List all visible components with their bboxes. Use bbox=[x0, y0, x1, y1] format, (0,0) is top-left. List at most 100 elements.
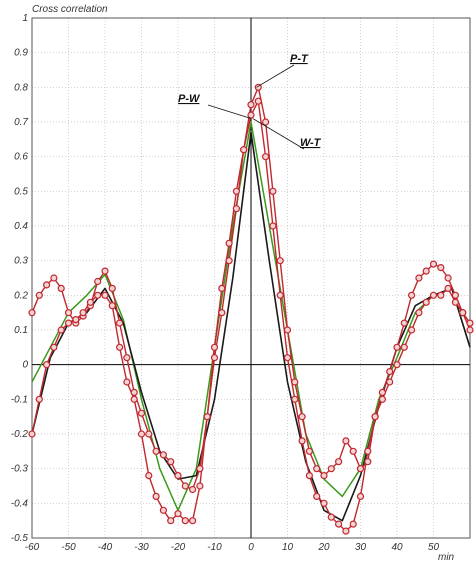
p-t-point bbox=[415, 309, 423, 317]
p-t-point bbox=[342, 437, 350, 445]
x-tick-label: -30 bbox=[134, 542, 149, 553]
y-axis-label: Cross correlation bbox=[32, 4, 108, 15]
p-t-point bbox=[94, 291, 102, 299]
series-group bbox=[28, 83, 474, 535]
y-tick-label: 0.6 bbox=[14, 152, 28, 163]
p-t-point bbox=[422, 267, 430, 275]
p-t-point bbox=[28, 430, 36, 438]
p-t-point bbox=[232, 205, 240, 213]
y-tick-label: -0.2 bbox=[11, 429, 29, 440]
p-t-point bbox=[386, 368, 394, 376]
p-t-point bbox=[408, 291, 416, 299]
p-t-point bbox=[42, 361, 51, 369]
p-t-point bbox=[466, 326, 474, 334]
p-t-point bbox=[123, 378, 131, 386]
p-t-point bbox=[137, 430, 146, 438]
p-t-point bbox=[108, 302, 116, 310]
annotation-leader bbox=[256, 64, 295, 88]
p-t-point bbox=[159, 506, 167, 514]
p-t-point bbox=[335, 458, 343, 466]
p-t-point bbox=[101, 267, 109, 275]
p-t-point bbox=[356, 492, 365, 500]
p-t-point bbox=[240, 146, 248, 154]
y-tick-label: -0.1 bbox=[11, 394, 28, 405]
annotation-leader bbox=[252, 118, 305, 150]
p-t-point bbox=[466, 319, 474, 327]
p-t-point bbox=[79, 309, 87, 317]
y-tick-label: 0.2 bbox=[14, 290, 28, 301]
p-t-point bbox=[145, 430, 153, 438]
p-t-point bbox=[115, 343, 124, 351]
y-tick-label: 0.9 bbox=[14, 48, 28, 59]
p-t-point bbox=[225, 239, 233, 247]
p-t-point bbox=[422, 298, 430, 306]
p-t-point bbox=[94, 277, 102, 286]
x-axis-label: min bbox=[438, 552, 455, 563]
p-t-point bbox=[393, 343, 401, 351]
p-t-point bbox=[320, 499, 328, 507]
p-t-point bbox=[28, 309, 36, 317]
p-t-point bbox=[64, 309, 73, 317]
x-tick-label: 0 bbox=[248, 542, 254, 553]
p-t-point bbox=[276, 291, 284, 299]
p-t-point bbox=[327, 513, 335, 521]
p-t-point bbox=[145, 472, 153, 480]
p-t-point bbox=[269, 187, 277, 195]
p-t-point bbox=[50, 274, 58, 282]
p-t-point bbox=[313, 492, 321, 500]
p-t-point bbox=[349, 520, 357, 528]
p-t-point bbox=[298, 413, 306, 421]
p-t-point bbox=[386, 378, 394, 386]
p-t-point bbox=[72, 316, 80, 324]
p-t-point bbox=[378, 395, 386, 403]
y-tick-label: -0.3 bbox=[11, 464, 29, 475]
p-t-point bbox=[167, 517, 175, 525]
p-t-point bbox=[305, 472, 313, 480]
p-t-point bbox=[174, 472, 182, 480]
y-tick-label: 0.5 bbox=[14, 186, 28, 197]
p-t-point bbox=[342, 527, 350, 535]
p-t-point bbox=[371, 413, 379, 421]
p-t-point bbox=[152, 447, 160, 455]
p-t-point bbox=[101, 291, 109, 299]
p-t-point bbox=[254, 97, 262, 105]
p-t-point bbox=[283, 354, 292, 362]
p-t-point bbox=[35, 291, 43, 299]
x-tick-label: -20 bbox=[171, 542, 186, 553]
p-t-point bbox=[451, 298, 459, 306]
p-t-point bbox=[408, 326, 416, 334]
p-t-point bbox=[283, 326, 292, 334]
p-t-point bbox=[189, 517, 197, 525]
annotation-leader bbox=[207, 104, 252, 119]
p-t-point bbox=[137, 409, 146, 417]
p-t-point bbox=[459, 309, 467, 317]
p-t-point bbox=[232, 187, 240, 195]
x-tick-label: -60 bbox=[25, 542, 40, 553]
tick-labels: -60 -50 -40 -30 -20 -10 0 10 20 30 40 50 1 0.9 0.8 0.7 0… bbox=[11, 13, 440, 553]
p-t-point bbox=[189, 485, 197, 494]
p-t-point bbox=[167, 458, 175, 466]
p-t-point bbox=[364, 447, 372, 455]
p-t-point bbox=[130, 388, 138, 396]
y-tick-label: -0.5 bbox=[11, 533, 29, 544]
p-t-point bbox=[123, 354, 131, 362]
p-t-point bbox=[247, 111, 255, 119]
p-t-point bbox=[429, 260, 438, 268]
p-t-point bbox=[196, 465, 204, 473]
y-tick-label: 0.8 bbox=[14, 82, 28, 93]
p-t-point bbox=[115, 319, 124, 327]
y-tick-label: 0.1 bbox=[14, 325, 28, 336]
p-t-point bbox=[291, 378, 299, 386]
p-t-point bbox=[181, 517, 189, 525]
annotation-label: P-W bbox=[178, 93, 201, 105]
p-t-point bbox=[320, 472, 328, 480]
p-t-point bbox=[327, 465, 335, 473]
p-t-point bbox=[262, 118, 270, 126]
p-t-point bbox=[225, 257, 233, 265]
p-t-point bbox=[276, 257, 284, 265]
p-t-point bbox=[291, 395, 299, 403]
p-t-point bbox=[393, 361, 401, 369]
y-tick-label: -0.4 bbox=[11, 498, 29, 509]
y-tick-label: 0.7 bbox=[14, 117, 28, 128]
